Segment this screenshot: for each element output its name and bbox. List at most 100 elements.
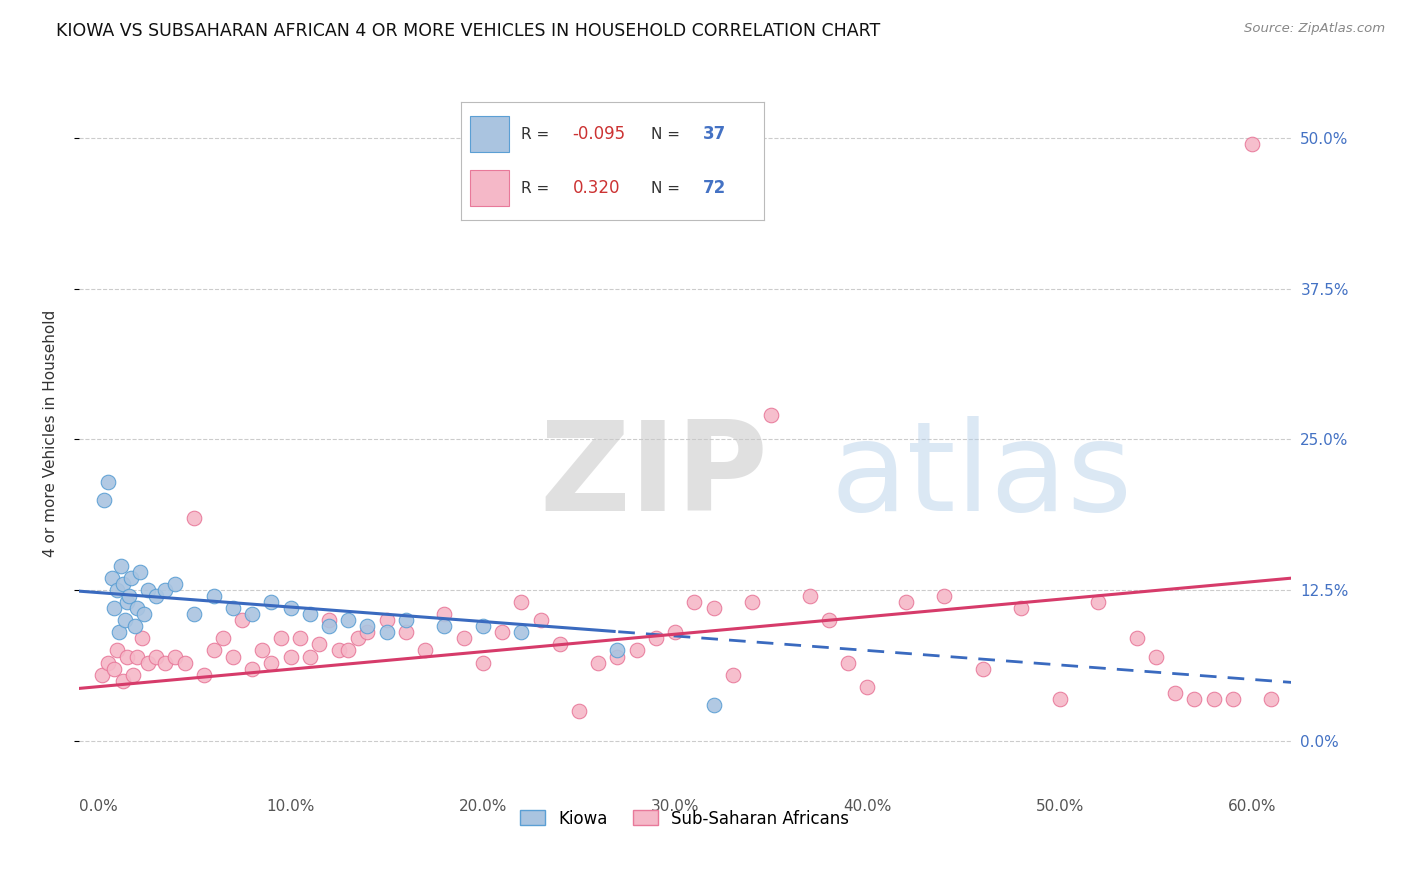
Point: [1241, 136, 1264, 151]
Point: [202, 643, 225, 657]
Point: [491, 625, 513, 640]
Point: [145, 649, 167, 664]
Point: [818, 613, 841, 627]
Point: [1125, 632, 1147, 646]
Point: [856, 680, 879, 694]
Point: [337, 613, 360, 627]
Point: [129, 565, 152, 579]
Point: [115, 595, 138, 609]
Point: [280, 649, 302, 664]
Point: [934, 589, 956, 603]
Point: [433, 619, 456, 633]
Point: [240, 607, 263, 622]
Point: [703, 601, 725, 615]
Point: [606, 643, 628, 657]
Point: [100, 571, 122, 585]
Point: [155, 656, 177, 670]
Point: [395, 613, 418, 627]
Point: [721, 667, 744, 681]
Point: [645, 632, 668, 646]
Point: [260, 595, 283, 609]
Point: [1184, 691, 1206, 706]
Point: [298, 649, 321, 664]
Point: [298, 607, 321, 622]
Point: [112, 673, 135, 688]
Point: [91, 667, 114, 681]
Point: [115, 649, 138, 664]
Point: [124, 619, 146, 633]
Point: [155, 583, 177, 598]
Point: [270, 632, 292, 646]
Point: [112, 577, 135, 591]
Point: [606, 649, 628, 664]
Point: [1222, 691, 1244, 706]
Point: [134, 607, 156, 622]
Text: Source: ZipAtlas.com: Source: ZipAtlas.com: [1244, 22, 1385, 36]
Point: [173, 656, 195, 670]
Point: [165, 649, 187, 664]
Point: [108, 625, 131, 640]
Point: [131, 632, 153, 646]
Point: [703, 698, 725, 712]
Point: [125, 649, 148, 664]
Point: [1087, 595, 1109, 609]
Point: [356, 619, 378, 633]
Point: [107, 583, 129, 598]
Point: [1164, 686, 1187, 700]
Point: [121, 667, 143, 681]
Point: [125, 601, 148, 615]
Point: [328, 643, 350, 657]
Point: [97, 475, 120, 489]
Point: [471, 656, 494, 670]
Point: [799, 589, 821, 603]
Point: [120, 571, 142, 585]
Text: atlas: atlas: [830, 416, 1132, 536]
Y-axis label: 4 or more Vehicles in Household: 4 or more Vehicles in Household: [44, 310, 58, 557]
Point: [183, 607, 205, 622]
Point: [260, 656, 283, 670]
Point: [346, 632, 368, 646]
Point: [1010, 601, 1032, 615]
Point: [741, 595, 763, 609]
Legend: Kiowa, Sub-Saharan Africans: Kiowa, Sub-Saharan Africans: [513, 803, 856, 834]
Point: [972, 662, 994, 676]
Point: [136, 583, 159, 598]
Point: [231, 613, 253, 627]
Point: [103, 662, 125, 676]
Point: [375, 625, 398, 640]
Point: [510, 625, 533, 640]
Point: [413, 643, 436, 657]
Point: [93, 492, 115, 507]
Point: [193, 667, 215, 681]
Point: [837, 656, 859, 670]
Point: [222, 601, 245, 615]
Point: [626, 643, 648, 657]
Point: [107, 643, 129, 657]
Point: [222, 649, 245, 664]
Point: [212, 632, 235, 646]
Point: [288, 632, 311, 646]
Text: KIOWA VS SUBSAHARAN AFRICAN 4 OR MORE VEHICLES IN HOUSEHOLD CORRELATION CHART: KIOWA VS SUBSAHARAN AFRICAN 4 OR MORE VE…: [56, 22, 880, 40]
Point: [375, 613, 398, 627]
Point: [250, 643, 273, 657]
Point: [529, 613, 551, 627]
Point: [183, 510, 205, 524]
Point: [586, 656, 609, 670]
Point: [1144, 649, 1167, 664]
Point: [395, 625, 418, 640]
Point: [280, 601, 302, 615]
Point: [548, 637, 571, 651]
Point: [471, 619, 494, 633]
Point: [356, 625, 378, 640]
Point: [337, 643, 360, 657]
Point: [318, 619, 340, 633]
Point: [118, 589, 141, 603]
Point: [1260, 691, 1282, 706]
Point: [240, 662, 263, 676]
Point: [510, 595, 533, 609]
Point: [103, 601, 125, 615]
Point: [308, 637, 330, 651]
Point: [433, 607, 456, 622]
Point: [318, 613, 340, 627]
Point: [683, 595, 706, 609]
